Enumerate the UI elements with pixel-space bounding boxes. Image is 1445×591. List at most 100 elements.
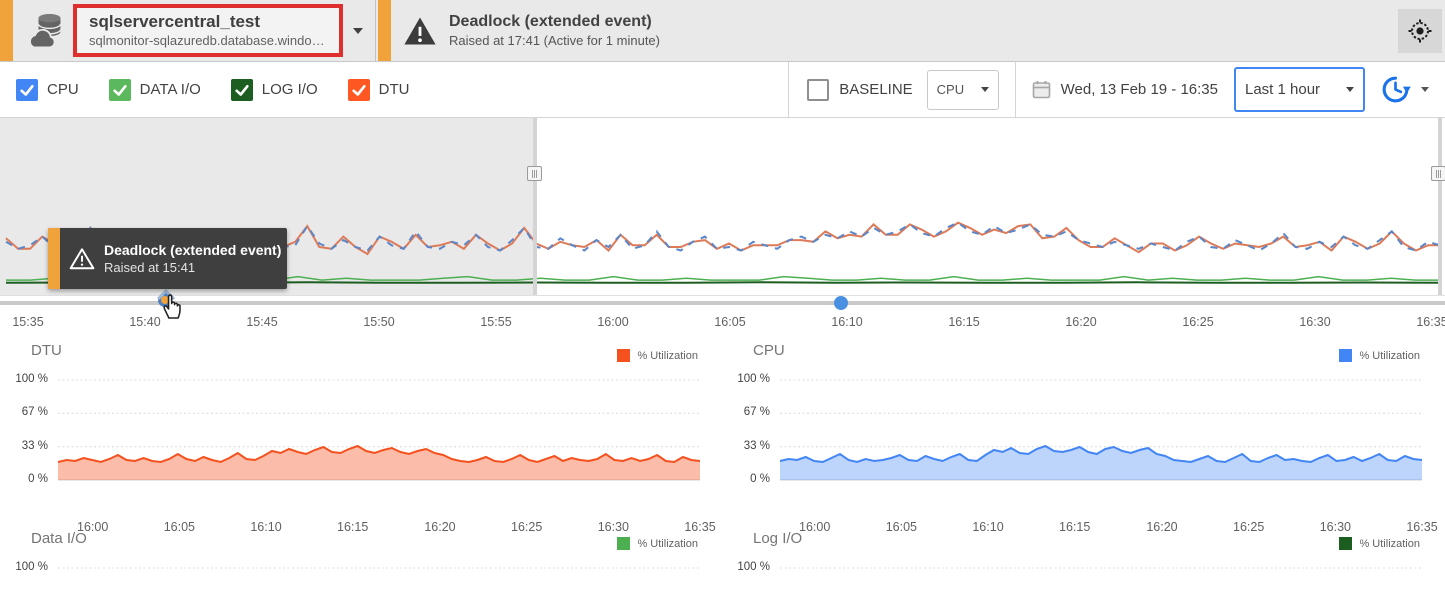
datetime-picker[interactable]: Wed, 13 Feb 19 - 16:35 (1032, 80, 1218, 99)
alert-tooltip: Deadlock (extended event) Raised at 15:4… (48, 228, 287, 289)
legend-label: % Utilization (637, 349, 698, 362)
series-area-fill (780, 446, 1422, 480)
legend-label: % Utilization (637, 537, 698, 550)
legend-label: % Utilization (1359, 349, 1420, 362)
baseline-checkbox[interactable] (807, 78, 830, 101)
metric-toggle-label: DTU (378, 81, 410, 98)
selected-database-box[interactable]: sqlservercentral_test sqlmonitor-sqlazur… (73, 4, 343, 57)
chart-plot-svg (780, 567, 1422, 569)
chevron-down-icon (1346, 87, 1354, 92)
selection-right-grip[interactable] (1431, 166, 1445, 181)
header-divider (375, 0, 376, 61)
tooltip-title: Deadlock (extended event) (104, 242, 282, 258)
chart-plot-svg (779, 379, 1423, 481)
active-alert[interactable]: Deadlock (extended event) Raised at 17:4… (391, 0, 660, 61)
server-name: sqlmonitor-sqlazuredb.database.windo… (89, 33, 325, 48)
timeline-axis-tick: 16:20 (1065, 315, 1097, 329)
legend-label: % Utilization (1359, 537, 1420, 550)
legend-swatch (617, 349, 631, 362)
chart-toolbar: CPU DATA I/O LOG I/O DTU BASELINE CPU Wed, … (0, 62, 1445, 118)
selection-left-grip[interactable] (527, 166, 542, 181)
hand-cursor (160, 290, 185, 325)
chart-legend: % Utilization (617, 349, 698, 362)
datetime-value: Wed, 13 Feb 19 - 16:35 (1060, 81, 1218, 98)
toolbar-right-group: BASELINE CPU Wed, 13 Feb 19 - 16:35 Last… (788, 62, 1439, 117)
position-marker[interactable] (834, 296, 848, 310)
timeline-axis-tick: 16:10 (831, 315, 863, 329)
timeline-axis-tick: 15:45 (246, 315, 278, 329)
timeline-axis-tick: 16:35 (1416, 315, 1445, 329)
tooltip-severity-bar (48, 228, 60, 289)
target-dropdown-caret[interactable] (353, 27, 363, 34)
checkbox-checked-icon[interactable] (16, 78, 38, 101)
legend-swatch (1339, 537, 1353, 550)
timeline-axis-tick: 16:25 (1182, 315, 1214, 329)
warning-triangle-icon (403, 16, 437, 46)
cpu-chart: CPU% Utilization 100 % 67 % 33 % 0 % 16:00 16:… (722, 336, 1444, 534)
metric-toggle-data-i-o[interactable]: DATA I/O (108, 78, 201, 101)
checkbox-checked-icon[interactable] (108, 78, 131, 101)
toolbar-divider (788, 62, 790, 117)
baseline-metric-value: CPU (936, 82, 965, 97)
chart-title: DTU (31, 342, 62, 359)
tooltip-subtitle: Raised at 15:41 (104, 260, 196, 275)
timeline-axis-tick: 16:05 (714, 315, 746, 329)
baseline-toggle[interactable]: BASELINE (807, 78, 913, 101)
azure-database-icon (23, 10, 65, 52)
chart-title: Data I/O (31, 530, 87, 547)
series-line (779, 444, 1423, 464)
focus-target-button[interactable] (1398, 9, 1442, 53)
timeline-slider[interactable] (0, 293, 1445, 319)
chart-title: Log I/O (753, 530, 803, 547)
chart-legend: % Utilization (1339, 349, 1420, 362)
selection-right-edge[interactable] (1438, 118, 1442, 295)
timeline-panel: Deadlock (extended event) Raised at 15:4… (0, 118, 1445, 336)
crosshair-icon (1408, 19, 1432, 43)
legend-swatch (617, 537, 631, 550)
metric-toggle-log-i-o[interactable]: LOG I/O (230, 78, 318, 101)
timeline-axis: 15:35 15:40 15:45 15:50 15:55 16:00 16:05 16:10… (0, 311, 1445, 336)
refresh-options-caret[interactable] (1421, 87, 1429, 92)
header-bar: sqlservercentral_test sqlmonitor-sqlazur… (0, 0, 1445, 62)
baseline-label: BASELINE (839, 81, 913, 98)
monitored-target[interactable]: sqlservercentral_test sqlmonitor-sqlazur… (13, 0, 373, 61)
database-name: sqlservercentral_test (89, 12, 261, 31)
alert-subtitle: Raised at 17:41 (Active for 1 minute) (449, 33, 660, 48)
metric-toggle-cpu[interactable]: CPU (16, 78, 79, 101)
selection-left-edge[interactable] (533, 118, 537, 295)
metric-toggle-dtu[interactable]: DTU (347, 78, 410, 101)
toolbar-divider (1014, 62, 1016, 117)
series-line (57, 444, 701, 464)
alert-severity-bar (378, 0, 391, 61)
baseline-metric-select[interactable]: CPU (926, 69, 999, 110)
metric-toggle-label: DATA I/O (139, 81, 201, 98)
refresh-history-button[interactable] (1377, 72, 1413, 108)
metric-toggle-label: CPU (47, 81, 79, 98)
alert-title: Deadlock (extended event) (449, 13, 652, 30)
metric-toggle-group: CPU DATA I/O LOG I/O DTU (16, 78, 410, 101)
chart-plot-svg (57, 379, 701, 481)
timeline-axis-tick: 16:30 (1299, 315, 1331, 329)
timeline-axis-tick: 16:15 (948, 315, 980, 329)
timeline-axis-tick: 16:00 (597, 315, 629, 329)
legend-swatch (1339, 349, 1353, 362)
series-area-fill (58, 446, 700, 480)
warning-triangle-icon (69, 228, 95, 289)
chart-plot-svg (58, 567, 700, 569)
header-spacer (660, 0, 1398, 61)
dtu-chart: DTU% Utilization 100 % 67 % 33 % 0 % 16:00 16:… (0, 336, 722, 534)
history-refresh-icon (1382, 76, 1411, 103)
time-range-select[interactable]: Last 1 hour (1234, 67, 1365, 112)
time-range-value: Last 1 hour (1245, 81, 1321, 98)
checkbox-checked-icon[interactable] (230, 78, 253, 101)
calendar-icon (1032, 81, 1050, 99)
chevron-down-icon (980, 87, 989, 92)
alert-severity-bar (0, 0, 13, 61)
slider-track[interactable] (0, 301, 1445, 305)
chart-title: CPU (753, 342, 785, 359)
timeline-plot[interactable]: Deadlock (extended event) Raised at 15:4… (0, 118, 1445, 301)
checkbox-checked-icon[interactable] (347, 78, 370, 101)
metric-toggle-label: LOG I/O (261, 81, 318, 98)
